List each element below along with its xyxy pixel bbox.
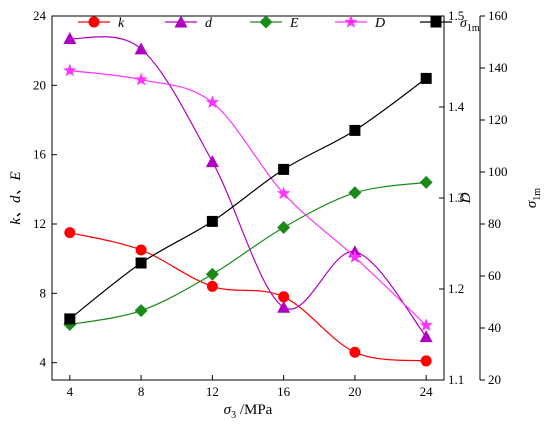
data-point xyxy=(419,318,433,332)
series-line xyxy=(69,36,427,338)
right2-tick-label: 100 xyxy=(488,164,508,179)
x-axis: 4 8 12 16 20 24 σ3 /MPa xyxy=(67,375,434,421)
legend-label: D xyxy=(374,16,385,31)
data-point xyxy=(135,257,147,269)
data-point xyxy=(135,244,147,256)
right-y-axis-d: 1.1 1.2 1.3 1.4 1.5 D xyxy=(439,8,474,387)
data-point xyxy=(206,215,218,227)
data-point xyxy=(277,220,291,234)
data-point xyxy=(419,175,433,189)
data-point xyxy=(348,186,362,200)
data-point xyxy=(278,163,290,175)
right2-tick-label: 60 xyxy=(488,268,501,283)
legend-marker xyxy=(430,16,442,28)
left-tick-label: 20 xyxy=(33,77,46,92)
series-line xyxy=(69,77,427,320)
left-axis-title: k、d、E xyxy=(8,171,24,224)
x-tick-label: 8 xyxy=(138,384,145,399)
right1-tick-label: 1.1 xyxy=(448,372,464,387)
right1-axis-title: D xyxy=(458,192,474,204)
right1-tick-label: 1.3 xyxy=(448,190,464,205)
right2-tick-label: 80 xyxy=(488,216,501,231)
series-layer xyxy=(63,32,433,367)
plot-border xyxy=(51,15,445,381)
right1-tick-label: 1.5 xyxy=(448,8,464,23)
data-point xyxy=(348,250,362,263)
right1-tick-label: 1.2 xyxy=(448,281,464,296)
data-point xyxy=(349,346,361,358)
right2-tick-label: 120 xyxy=(488,112,508,127)
series-0 xyxy=(64,227,432,367)
legend-item-2: E xyxy=(250,15,299,31)
right1-tick-label: 1.4 xyxy=(448,99,465,114)
data-point xyxy=(420,72,432,84)
data-point xyxy=(205,267,219,281)
right2-axis-title: σ1m xyxy=(524,188,543,208)
data-point xyxy=(206,280,218,292)
legend-marker xyxy=(344,15,358,28)
data-point xyxy=(134,304,148,318)
legend-item-3: D xyxy=(335,15,385,31)
data-point xyxy=(134,42,148,55)
legend-label: E xyxy=(289,16,299,31)
right2-tick-label: 160 xyxy=(488,8,508,23)
legend-label: d xyxy=(205,16,213,31)
left-tick-label: 16 xyxy=(33,147,47,162)
series-2 xyxy=(63,175,433,332)
data-point xyxy=(205,155,219,168)
series-4 xyxy=(64,72,432,325)
series-line xyxy=(69,70,427,326)
left-tick-label: 24 xyxy=(33,8,47,23)
data-point xyxy=(64,227,76,239)
x-tick-label: 12 xyxy=(206,384,219,399)
legend-marker xyxy=(259,15,273,29)
series-line xyxy=(69,181,427,326)
right2-tick-label: 20 xyxy=(488,372,501,387)
data-point xyxy=(419,330,433,343)
data-point xyxy=(420,355,432,367)
data-point xyxy=(64,313,76,325)
legend-item-1: d xyxy=(165,15,213,31)
x-axis-title: σ3 /MPa xyxy=(224,402,273,421)
legend-label: σ1m xyxy=(460,16,480,34)
series-line xyxy=(69,232,427,362)
legend-marker xyxy=(174,15,188,28)
x-tick-label: 4 xyxy=(67,384,74,399)
legend-item-4: σ1m xyxy=(420,16,480,34)
left-tick-label: 8 xyxy=(40,285,47,300)
x-tick-label: 24 xyxy=(420,384,434,399)
legend-label: k xyxy=(118,16,125,31)
legend-marker xyxy=(88,16,100,28)
plot-frame xyxy=(51,15,481,381)
series-3 xyxy=(63,63,433,332)
left-tick-label: 4 xyxy=(40,355,47,370)
legend-item-0: k xyxy=(78,16,125,31)
left-y-axis: 4 8 12 16 20 24 k、d、E xyxy=(8,8,57,370)
right-y-axis-sigma: 20 40 60 80 100 120 140 160 σ1m xyxy=(480,8,543,387)
data-point xyxy=(134,72,148,86)
x-tick-label: 16 xyxy=(277,384,291,399)
data-point xyxy=(205,95,220,109)
data-point xyxy=(63,32,77,45)
right2-tick-label: 40 xyxy=(488,320,501,335)
right2-tick-label: 140 xyxy=(488,60,508,75)
data-point xyxy=(278,291,290,303)
series-1 xyxy=(63,32,433,343)
x-tick-label: 20 xyxy=(348,384,361,399)
left-tick-label: 12 xyxy=(33,216,46,231)
data-point xyxy=(63,63,77,77)
data-point xyxy=(276,186,291,200)
data-point xyxy=(349,124,361,136)
data-point xyxy=(277,300,291,313)
